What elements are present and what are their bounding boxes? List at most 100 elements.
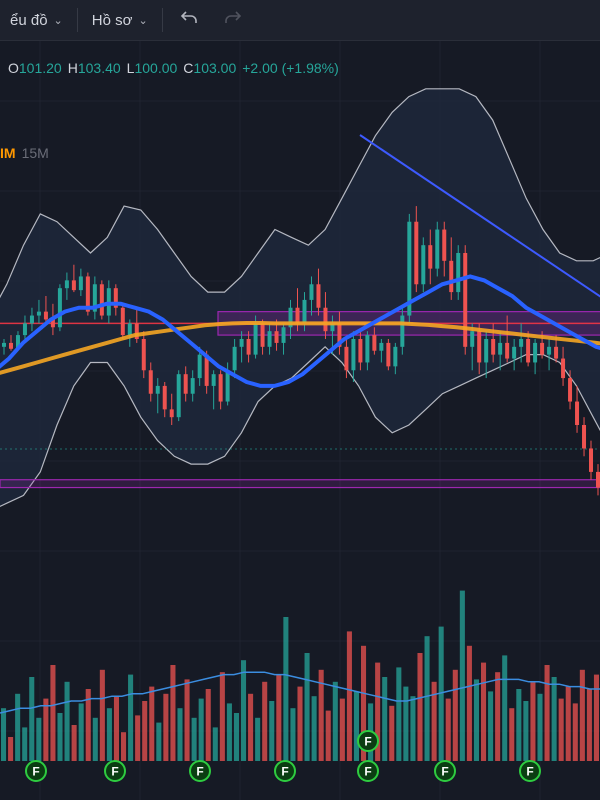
undo-icon[interactable] xyxy=(167,7,211,33)
toolbar-divider xyxy=(161,8,163,32)
volume-bar xyxy=(170,665,176,761)
indicator-name: IM xyxy=(0,145,16,161)
candle-body xyxy=(533,342,538,363)
candle-body xyxy=(323,307,328,332)
candle-body xyxy=(99,284,104,316)
candle-body xyxy=(274,331,279,343)
price-chart[interactable]: F F F F F F F F xyxy=(0,41,600,800)
candle-body xyxy=(71,280,76,291)
volume-bar xyxy=(565,686,571,761)
candle-body xyxy=(232,346,237,371)
chevron-down-icon: ⌄ xyxy=(138,14,148,27)
event-marker xyxy=(104,760,126,782)
candle-body xyxy=(351,339,356,371)
volume-bar xyxy=(71,725,77,761)
volume-moving-average xyxy=(0,671,600,714)
volume-bar xyxy=(311,696,317,761)
low-label: L xyxy=(126,60,135,76)
indicator-legend[interactable]: IM 15M xyxy=(0,145,49,161)
volume-bar xyxy=(410,696,416,761)
candle-body xyxy=(253,323,258,355)
candle-body xyxy=(449,260,454,293)
volume-bar xyxy=(488,691,494,761)
volume-bar xyxy=(290,708,296,761)
volume-bar xyxy=(64,681,70,761)
candle-body xyxy=(218,374,223,402)
volume-bar xyxy=(283,617,289,761)
candle-body xyxy=(211,374,216,386)
redo-icon[interactable] xyxy=(211,7,255,33)
volume-bar xyxy=(431,681,437,761)
candle-body xyxy=(498,342,503,355)
volume-bar xyxy=(78,703,84,761)
volume-bar xyxy=(269,701,275,761)
volume-bar xyxy=(325,710,331,761)
candle-body xyxy=(260,323,265,347)
event-marker xyxy=(357,760,379,782)
indicator-timeframe: 15M xyxy=(21,145,49,161)
candle-body xyxy=(148,370,153,394)
chart-menu[interactable]: ểu đồ ⌄ xyxy=(0,0,73,40)
volume-bar xyxy=(361,645,367,761)
volume-bar xyxy=(276,674,282,761)
candle-body xyxy=(92,284,97,312)
volume-bar xyxy=(255,717,261,761)
candle-body xyxy=(414,221,419,285)
volume-bar xyxy=(22,727,28,761)
volume-bar xyxy=(516,689,522,761)
volume-bar xyxy=(85,689,91,761)
candle-body xyxy=(582,425,587,449)
candle-body xyxy=(589,448,594,472)
candle-body xyxy=(302,299,307,324)
candle-body xyxy=(120,307,125,336)
ohlc-legend: O101.20 H103.40 L100.00 C103.00 +2.00 (+… xyxy=(8,60,339,76)
change-value: +2.00 (+1.98%) xyxy=(242,60,339,76)
candle-body xyxy=(358,339,363,363)
volume-bar xyxy=(523,701,529,761)
volume-bar xyxy=(530,681,536,761)
volume-bar xyxy=(304,653,310,761)
candle-body xyxy=(15,335,20,349)
volume-bar xyxy=(502,655,508,761)
volume-bar xyxy=(466,645,472,761)
candle-body xyxy=(575,401,580,425)
volume-bar xyxy=(586,689,592,761)
volume-bar xyxy=(1,708,7,761)
volume-bar xyxy=(544,665,550,761)
candle-body xyxy=(267,331,272,347)
bollinger-band-fill xyxy=(0,88,600,507)
candle-body xyxy=(477,331,482,363)
candle-body xyxy=(554,346,559,359)
candle-body xyxy=(43,311,48,320)
volume-bar xyxy=(382,677,388,761)
volume-bar xyxy=(43,698,49,761)
candle-body xyxy=(526,339,531,363)
event-marker-label: F xyxy=(364,765,371,779)
volume-bar xyxy=(332,681,338,761)
volume-bar xyxy=(233,713,239,761)
volume-bar xyxy=(572,703,578,761)
high-value: 103.40 xyxy=(77,60,121,76)
candle-body xyxy=(484,339,489,363)
candle-body xyxy=(519,339,524,347)
close-label: C xyxy=(183,60,194,76)
candle-body xyxy=(316,284,321,308)
volume-bar xyxy=(537,693,543,761)
trendline xyxy=(359,134,600,298)
volume-bar xyxy=(99,669,105,761)
event-marker-label: F xyxy=(281,765,288,779)
candle-body xyxy=(365,335,370,363)
event-marker-label: F xyxy=(32,765,39,779)
event-marker-label: F xyxy=(364,735,371,749)
slow-moving-average xyxy=(0,321,600,375)
volume-bar xyxy=(473,679,479,761)
open-label: O xyxy=(8,60,19,76)
candle-body xyxy=(169,409,174,418)
candle-body xyxy=(85,276,90,312)
candle-body xyxy=(113,288,118,308)
candle-body xyxy=(407,221,412,316)
profile-menu[interactable]: Hồ sơ ⌄ xyxy=(82,0,158,40)
event-marker-label: F xyxy=(526,765,533,779)
fast-moving-average xyxy=(0,274,600,388)
volume-bar xyxy=(163,693,169,761)
